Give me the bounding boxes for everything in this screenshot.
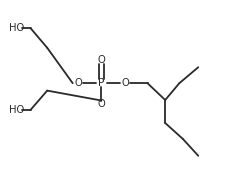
Text: O: O: [74, 78, 82, 88]
Text: HO: HO: [9, 23, 25, 33]
Text: HO: HO: [9, 105, 25, 115]
Text: O: O: [98, 55, 105, 65]
Text: O: O: [121, 78, 129, 88]
Text: O: O: [98, 99, 105, 109]
Text: P: P: [98, 78, 105, 88]
